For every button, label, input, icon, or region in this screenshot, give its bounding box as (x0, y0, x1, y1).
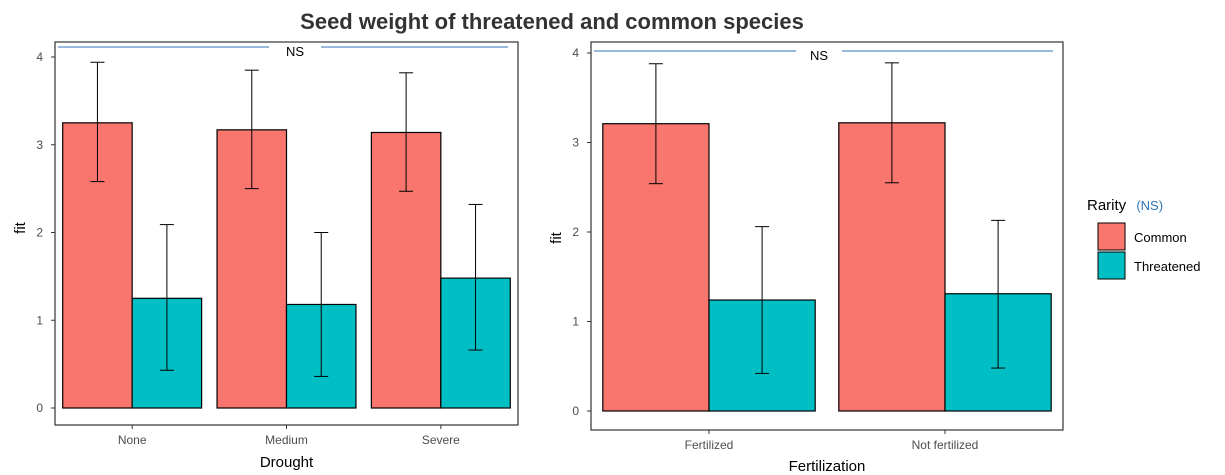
legend-title-text: Rarity (1087, 197, 1127, 214)
legend-label-common: Common (1134, 230, 1187, 245)
y-tick-label: 2 (36, 226, 43, 240)
y-axis-title: fit (12, 221, 29, 234)
fertilization-panel: 0 1 2 3 4 fit Fertilization Fertilized Not ferti… (548, 41, 1064, 475)
x-tick-label: Severe (422, 433, 460, 447)
x-tick-label: Fertilized (685, 438, 734, 452)
y-axis-title: fit (548, 231, 565, 244)
y-tick-label: 3 (36, 138, 43, 152)
legend: Rarity (NS) Common Threatened (1087, 197, 1201, 280)
legend-title: Rarity (NS) (1087, 197, 1163, 214)
x-axis-title: Drought (260, 454, 314, 471)
legend-swatch-threatened (1097, 251, 1126, 280)
y-tick-label: 1 (36, 313, 43, 327)
legend-label-threatened: Threatened (1134, 259, 1201, 274)
legend-swatch-common (1097, 222, 1126, 251)
x-axis-title: Fertilization (789, 458, 866, 475)
bar-common (62, 122, 133, 409)
drought-panel: 0 1 2 3 4 fit Drought None Medium Severe NS (12, 41, 519, 471)
y-tick-label: 3 (572, 136, 579, 150)
y-tick-label: 2 (572, 225, 579, 239)
y-tick-label: 4 (572, 46, 579, 60)
x-tick-label: Not fertilized (912, 438, 979, 452)
ns-label: NS (286, 44, 304, 59)
legend-significance: (NS) (1136, 198, 1163, 213)
y-tick-label: 1 (572, 315, 579, 329)
y-tick-label: 4 (36, 50, 43, 64)
x-tick-label: Medium (265, 433, 308, 447)
ns-label: NS (810, 48, 828, 63)
chart-title: Seed weight of threatened and common spe… (300, 9, 804, 34)
y-tick-label: 0 (572, 404, 579, 418)
y-tick-label: 0 (36, 401, 43, 415)
x-tick-label: None (118, 433, 147, 447)
